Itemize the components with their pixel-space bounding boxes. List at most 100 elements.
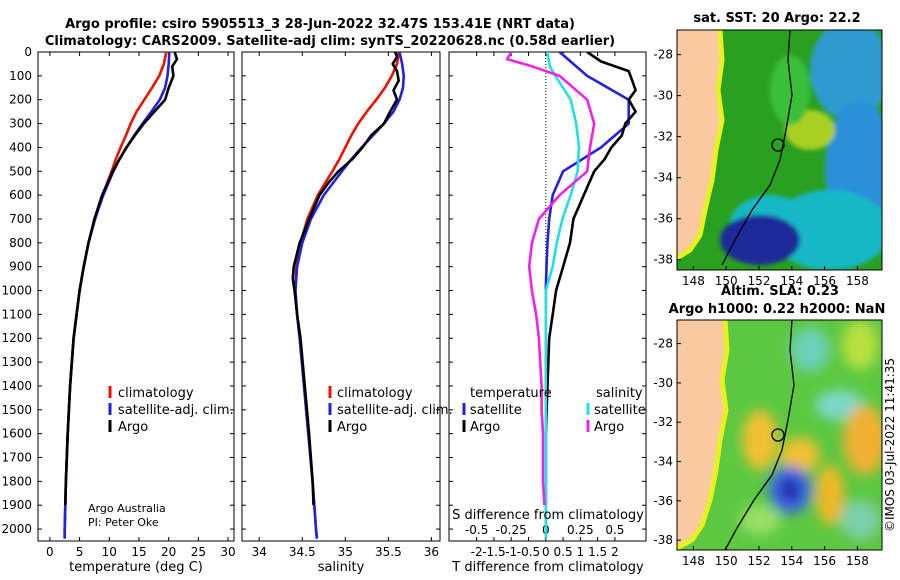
series-line-argo xyxy=(291,52,401,506)
legend-satellite-adj: satellite-adj. clim. xyxy=(118,403,234,418)
x-tick-label: 36 xyxy=(424,545,439,559)
map-y-tick-label: -34 xyxy=(653,171,673,185)
sla-float-marker xyxy=(771,428,785,442)
depth-tick-label: 1300 xyxy=(1,355,32,369)
map-x-tick-label: 152 xyxy=(748,554,771,568)
legend-t-satellite: satellite xyxy=(470,403,522,418)
series-line-s-satellite xyxy=(544,52,581,539)
depth-tick-label: 1100 xyxy=(1,307,32,321)
salinity-axes xyxy=(241,51,441,542)
salinity-ticks: 34 34.5 35 35.5 36 xyxy=(252,52,439,559)
map-y-tick-label: -28 xyxy=(653,337,673,351)
x-tick-label: 0 xyxy=(542,545,550,559)
series-line-t-argo xyxy=(544,52,637,506)
depth-tick-label: 1600 xyxy=(1,427,32,441)
salinity-legend: climatology satellite-adj. clim. Argo xyxy=(328,386,453,435)
depth-tick-label: 500 xyxy=(9,164,32,178)
map-y-tick-label: -30 xyxy=(653,89,673,103)
temperature-ticks: 0 5 10 15 20 25 30 xyxy=(46,52,236,559)
depth-tick-label: 900 xyxy=(9,260,32,274)
map-y-tick-label: -32 xyxy=(653,130,673,144)
map-y-tick-label: -36 xyxy=(653,212,673,226)
temperature-lines xyxy=(63,52,179,539)
map-x-tick-label: 156 xyxy=(813,554,836,568)
sla-map-image xyxy=(677,320,882,550)
depth-tick-label: 1500 xyxy=(1,403,32,417)
x-tick2-label: 0.5 xyxy=(605,523,624,537)
sst-map-frame xyxy=(676,29,883,271)
depth-tick-label: 1200 xyxy=(1,331,32,345)
map-y-tick-label: -30 xyxy=(653,376,673,390)
legend-s-satellite: satellite xyxy=(594,403,646,418)
map-x-tick-label: 150 xyxy=(715,554,738,568)
depth-tick-label: 300 xyxy=(9,117,32,131)
series-line-argo xyxy=(64,52,179,506)
depth-tick-label: 2000 xyxy=(1,522,32,536)
legend-t-argo: Argo xyxy=(470,420,500,435)
x-tick-label: 35.5 xyxy=(375,545,402,559)
sst-map-image xyxy=(677,30,882,270)
x-tick-label: 30 xyxy=(220,545,235,559)
salinity-xlabel: salinity xyxy=(318,560,365,575)
depth-tick-labels: 0 100 200 300 400 500 600 700 800 900 1000 1100 1200… xyxy=(1,45,646,536)
title-line1: Argo profile: csiro 5905513_3 28-Jun-202… xyxy=(65,17,575,32)
map-x-tick-label: 148 xyxy=(682,274,705,288)
legend-argo: Argo xyxy=(337,420,367,435)
x-tick-label: 35 xyxy=(338,545,353,559)
timestamp-watermark: ©IMOS 03-Jul-2022 11:41:35 xyxy=(883,358,897,532)
legend-climatology: climatology xyxy=(337,386,413,401)
depth-tick-label: 400 xyxy=(9,140,32,154)
map-y-tick-label: -38 xyxy=(653,533,673,547)
map-y-tick-label: -34 xyxy=(653,455,673,469)
depth-tick-label: 0 xyxy=(24,45,32,59)
salinity-lines xyxy=(291,52,406,539)
difference-axes xyxy=(448,51,647,542)
legend-climatology: climatology xyxy=(118,386,194,401)
sla-map-frame xyxy=(676,319,883,551)
difference-xlabel2: S difference from climatology xyxy=(452,508,644,523)
map-x-tick-label: 154 xyxy=(780,274,803,288)
credit-pi: PI: Peter Oke xyxy=(88,516,159,529)
depth-tick-label: 700 xyxy=(9,212,32,226)
map-y-tick-label: -28 xyxy=(653,48,673,62)
x-tick-label: 15 xyxy=(131,545,146,559)
sst-map-title: sat. SST: 20 Argo: 22.2 xyxy=(693,11,860,26)
sst-map-ticks: 148 150 152 154 156 158 -28 -30 -32 -34 -36 -38 xyxy=(653,48,868,288)
difference-lines xyxy=(505,52,637,539)
map-x-tick-label: 150 xyxy=(715,274,738,288)
legend-temperature-title: temperature xyxy=(470,386,552,401)
depth-tick-label: 100 xyxy=(9,69,32,83)
depth-tick-label: 1800 xyxy=(1,474,32,488)
x-tick-label: 25 xyxy=(191,545,206,559)
series-line-t-satellite xyxy=(544,52,631,539)
x-tick-label: 5 xyxy=(76,545,84,559)
x-tick-label: -2 xyxy=(471,545,483,559)
credit-org: Argo Australia xyxy=(88,502,166,515)
map-y-tick-label: -32 xyxy=(653,415,673,429)
legend-argo: Argo xyxy=(118,420,148,435)
map-x-tick-label: 158 xyxy=(846,554,869,568)
depth-tick-label: 1900 xyxy=(1,498,32,512)
x-tick-label: 0.5 xyxy=(554,545,573,559)
legend-s-argo: Argo xyxy=(594,420,624,435)
x-tick-label: -1 xyxy=(505,545,517,559)
depth-tick-label: 1000 xyxy=(1,284,32,298)
sla-map-title: Altim. SLA: 0.23 xyxy=(721,284,839,299)
series-line-satellite-adj-clim- xyxy=(63,52,171,539)
title-line2: Climatology: CARS2009. Satellite-adj cli… xyxy=(45,34,615,49)
x-tick2-label: -0.5 xyxy=(465,523,488,537)
sst-float-marker xyxy=(771,138,785,152)
depth-tick-label: 600 xyxy=(9,188,32,202)
legend-satellite-adj: satellite-adj. clim. xyxy=(337,403,453,418)
map-x-tick-label: 154 xyxy=(780,554,803,568)
sla-map-subtitle: Argo h1000: 0.22 h2000: NaN xyxy=(669,302,886,317)
depth-tick-label: 200 xyxy=(9,93,32,107)
temperature-xlabel: temperature (deg C) xyxy=(69,560,203,575)
x-tick-label: 34 xyxy=(252,545,267,559)
x-tick-label: 20 xyxy=(161,545,176,559)
map-y-tick-label: -38 xyxy=(653,253,673,267)
x-tick2-label: -0.25 xyxy=(496,523,527,537)
map-x-tick-label: 156 xyxy=(813,274,836,288)
x-tick2-label: 0.25 xyxy=(567,523,594,537)
